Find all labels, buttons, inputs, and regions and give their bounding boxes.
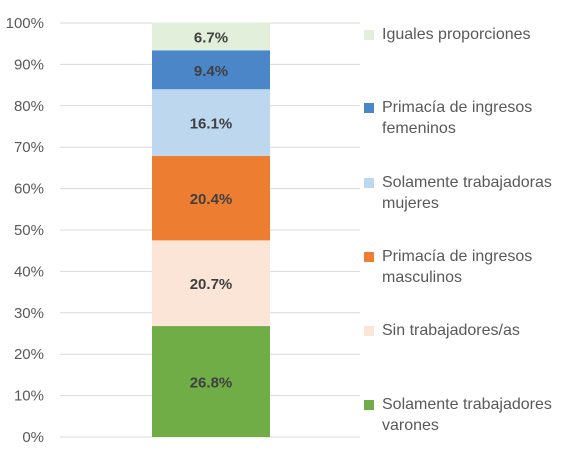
data-label: 16.1% — [190, 116, 233, 133]
y-tick-label: 90% — [14, 56, 44, 73]
y-tick-label: 60% — [14, 181, 44, 198]
y-tick-label: 50% — [14, 222, 44, 239]
y-tick-label: 100% — [6, 15, 44, 32]
data-label: 9.4% — [194, 63, 228, 80]
data-label: 6.7% — [194, 29, 228, 46]
data-labels: 26.8% 20.7% 20.4% 16.1% 9.4% 6.7% — [190, 29, 233, 391]
legend-swatch — [364, 30, 374, 40]
y-tick-label: 20% — [14, 346, 44, 363]
legend-item: Primacía de ingresos femeninos — [364, 97, 561, 139]
bar-segment — [152, 326, 270, 437]
legend-swatch — [364, 178, 374, 188]
legend-label: Iguales proporciones — [382, 26, 531, 43]
legend-swatch — [364, 326, 374, 336]
legend-label: Solamente trabajadores varones — [382, 396, 552, 434]
legend-swatch — [364, 103, 374, 113]
bar-segment — [152, 50, 270, 90]
y-axis-tick-labels: 0% 10% 20% 30% 40% 50% 60% 70% 80% 90% 100% — [6, 15, 44, 446]
data-label: 26.8% — [190, 375, 233, 392]
y-tick-label: 30% — [14, 305, 44, 322]
y-tick-label: 80% — [14, 98, 44, 115]
legend: Iguales proporciones Primacía de ingresos… — [364, 0, 561, 460]
legend-label: Primacía de ingresos femeninos — [382, 99, 533, 137]
bar-segment — [152, 155, 270, 241]
stacked-bar — [152, 22, 270, 437]
bar-segment — [152, 240, 270, 327]
y-tick-label: 70% — [14, 139, 44, 156]
legend-label: Primacía de ingresos masculinos — [382, 248, 533, 286]
legend-label: Solamente trabajadoras mujeres — [382, 174, 552, 212]
legend-swatch — [364, 252, 374, 262]
data-label: 20.7% — [190, 276, 233, 293]
legend-swatch — [364, 400, 374, 410]
bar-segment — [152, 22, 270, 51]
legend-item: Sin trabajadores/as — [364, 320, 561, 341]
data-label: 20.4% — [190, 191, 233, 208]
y-tick-label: 40% — [14, 263, 44, 280]
legend-item: Iguales proporciones — [364, 24, 561, 45]
bar-segment — [152, 89, 270, 156]
legend-item: Primacía de ingresos masculinos — [364, 246, 561, 288]
legend-item: Solamente trabajadoras mujeres — [364, 172, 561, 214]
y-tick-label: 0% — [22, 429, 44, 446]
legend-label: Sin trabajadores/as — [382, 322, 520, 339]
y-tick-label: 10% — [14, 388, 44, 405]
legend-item: Solamente trabajadores varones — [364, 394, 561, 436]
